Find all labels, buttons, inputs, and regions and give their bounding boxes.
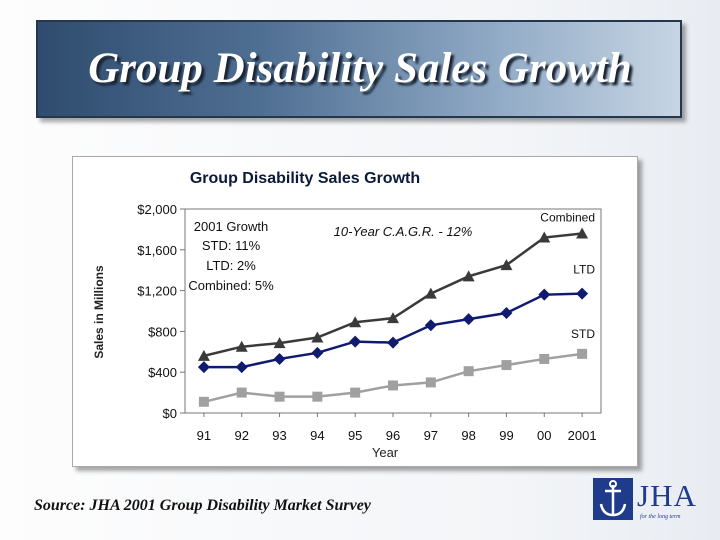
std-data-point: [312, 391, 323, 402]
title-banner: [36, 20, 682, 118]
ltd-data-point: [349, 335, 362, 348]
y-tick-label: $1,600: [137, 243, 177, 258]
std-data-point: [463, 366, 474, 377]
ltd-data-point: [311, 346, 324, 359]
combined-data-point: [500, 259, 513, 271]
slide-title: Group Disability Sales Growth: [88, 45, 632, 92]
growth-title: 2001 Growth: [194, 219, 268, 234]
combined-data-point: [424, 287, 437, 299]
plot-area: [184, 208, 602, 414]
combined-series-label: Combined: [540, 210, 595, 224]
logo-text: JHA: [637, 478, 697, 513]
combined-data-point: [462, 270, 475, 282]
chart-frame: Group Disability Sales Growth $0 $400 $800…: [72, 156, 638, 467]
y-tick-label: $1,200: [137, 284, 177, 299]
x-tick-label: 93: [272, 428, 286, 443]
combined-data-point: [349, 316, 362, 328]
x-tick-label: 91: [197, 428, 211, 443]
std-data-point: [274, 391, 285, 402]
jha-logo: JHA for the long term: [593, 478, 703, 524]
y-tick-label: $800: [148, 324, 177, 339]
combined-data-point: [576, 227, 589, 239]
std-series-label: STD: [571, 327, 595, 341]
anchor-icon: [593, 478, 633, 520]
logo-tagline: for the long term: [640, 514, 681, 520]
ltd-data-point: [387, 336, 399, 349]
std-data-point: [425, 377, 436, 388]
ltd-data-point: [538, 288, 551, 301]
std-data-point: [501, 360, 512, 371]
ltd-data-point: [462, 313, 475, 326]
source-note: Source: JHA 2001 Group Disability Market…: [34, 497, 371, 514]
ltd-data-point: [197, 361, 210, 374]
ltd-data-point: [424, 319, 437, 332]
combined-data-point: [273, 337, 286, 349]
x-tick-label: 92: [234, 428, 248, 443]
std-data-point: [236, 387, 247, 398]
x-axis-label: Year: [372, 445, 399, 460]
growth-ltd: LTD: 2%: [206, 258, 256, 273]
growth-combined: Combined: 5%: [188, 278, 274, 293]
combined-data-point: [197, 349, 210, 361]
series-layer: [197, 227, 589, 407]
y-tick-label: $400: [148, 365, 177, 380]
std-data-point: [577, 348, 588, 359]
x-tick-label: 98: [461, 428, 475, 443]
x-tick-label: 94: [310, 428, 324, 443]
chart-title: Group Disability Sales Growth: [190, 170, 420, 187]
growth-std: STD: 11%: [202, 238, 261, 253]
std-data-point: [388, 380, 398, 391]
x-tick-label: 96: [386, 428, 400, 443]
std-data-point: [350, 387, 361, 398]
combined-data-point: [538, 231, 551, 243]
x-tick-label: 2001: [568, 428, 597, 443]
x-tick-label: 95: [348, 428, 362, 443]
x-tick-label: 00: [537, 428, 551, 443]
line-chart: Group Disability Sales Growth $0 $400 $800…: [92, 170, 602, 460]
std-data-point: [198, 396, 209, 407]
y-axis-label: Sales in Millions: [92, 265, 106, 359]
combined-data-point: [235, 340, 248, 352]
cagr-annotation: 10-Year C.A.G.R. - 12%: [334, 224, 473, 239]
ltd-data-point: [500, 307, 513, 320]
ltd-data-point: [235, 361, 248, 374]
combined-data-point: [311, 331, 324, 343]
y-tick-label: $2,000: [137, 202, 177, 217]
combined-data-point: [387, 312, 399, 324]
std-data-point: [539, 353, 550, 364]
labels-layer: Combined LTD STD: [540, 210, 595, 340]
ltd-series-label: LTD: [573, 263, 595, 277]
x-tick-label: 97: [424, 428, 438, 443]
axes-layer: $0 $400 $800 $1,200 $1,600 $2,000 91 92 93 94 95 96…: [137, 202, 596, 443]
y-tick-label: $0: [163, 406, 177, 421]
x-tick-label: 99: [499, 428, 513, 443]
ltd-data-point: [576, 287, 589, 300]
ltd-data-point: [273, 352, 286, 365]
